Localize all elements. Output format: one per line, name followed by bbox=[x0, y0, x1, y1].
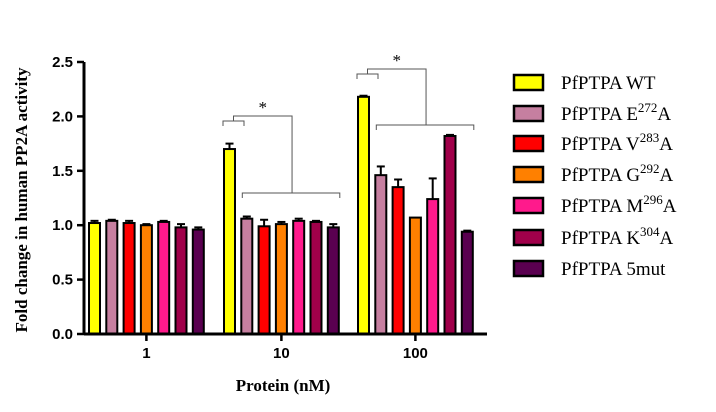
legend-label: PfPTPA M296A bbox=[561, 192, 677, 217]
legend-label: PfPTPA G292A bbox=[561, 161, 674, 186]
legend-item: PfPTPA K304A bbox=[512, 224, 674, 249]
significance-annotations: ** bbox=[222, 51, 475, 198]
significance-star: * bbox=[393, 51, 402, 70]
y-tick-label: 2.0 bbox=[52, 108, 73, 125]
legend-item: PfPTPA E272A bbox=[512, 100, 671, 125]
bar bbox=[460, 230, 474, 335]
legend-item: PfPTPA WT bbox=[512, 73, 656, 94]
legend-swatch bbox=[512, 228, 545, 247]
x-tick-label: 100 bbox=[403, 345, 428, 362]
bar bbox=[223, 148, 236, 335]
legend-swatch bbox=[512, 165, 545, 184]
legend-item: PfPTPA M296A bbox=[512, 192, 677, 217]
legend-label: PfPTPA WT bbox=[561, 73, 656, 94]
legend-item: PfPTPA V283A bbox=[512, 130, 673, 155]
bar bbox=[326, 226, 340, 336]
x-axis-label: Protein (nM) bbox=[236, 376, 331, 395]
bar bbox=[240, 217, 254, 335]
x-tick-label: 1 bbox=[142, 345, 150, 362]
bar bbox=[157, 220, 171, 336]
y-tick-label: 0.0 bbox=[52, 326, 73, 343]
bar bbox=[139, 224, 153, 335]
y-tick-label: 2.5 bbox=[52, 54, 73, 71]
bar bbox=[191, 228, 205, 335]
bar bbox=[88, 222, 101, 335]
legend-swatch bbox=[512, 134, 545, 153]
x-tick-label: 10 bbox=[273, 345, 290, 362]
significance-star: * bbox=[259, 98, 268, 117]
legend-label: PfPTPA E272A bbox=[561, 100, 671, 125]
x-axis: 1 10 100 bbox=[84, 332, 487, 362]
comparison-bracket bbox=[233, 115, 293, 193]
legend-item: PfPTPA G292A bbox=[512, 161, 674, 186]
legend-swatch bbox=[512, 259, 545, 278]
y-tick-label: 1.5 bbox=[52, 163, 73, 180]
bar bbox=[408, 216, 422, 335]
bar bbox=[391, 186, 405, 335]
bar bbox=[374, 174, 388, 335]
legend-label: PfPTPA K304A bbox=[561, 224, 674, 249]
bar bbox=[105, 219, 119, 336]
bars bbox=[88, 94, 474, 336]
bar bbox=[426, 198, 440, 335]
y-axis-label: Fold change in human PP2A activity bbox=[12, 67, 31, 332]
y-tick-label: 0.5 bbox=[52, 272, 73, 289]
bar bbox=[443, 134, 457, 335]
legend-item: PfPTPA 5mut bbox=[512, 259, 666, 280]
legend: PfPTPA WT PfPTPA E272A PfPTPA V283A PfPTPA … bbox=[512, 73, 677, 280]
bar bbox=[257, 225, 271, 335]
y-tick-label: 1.0 bbox=[52, 217, 73, 234]
bar bbox=[274, 223, 288, 335]
wt-bracket bbox=[356, 73, 379, 79]
bar bbox=[292, 219, 306, 336]
y-axis: 0.0 0.5 1.0 1.5 2.0 2.5 bbox=[52, 54, 86, 343]
mutant-bracket bbox=[241, 192, 341, 198]
legend-swatch bbox=[512, 196, 545, 215]
bar bbox=[309, 220, 323, 336]
mutant-bracket bbox=[375, 124, 475, 130]
legend-label: PfPTPA 5mut bbox=[561, 259, 666, 280]
comparison-bracket bbox=[367, 68, 427, 125]
legend-swatch bbox=[512, 73, 545, 92]
bar bbox=[357, 95, 370, 336]
bar bbox=[122, 222, 136, 335]
wt-bracket bbox=[222, 120, 245, 126]
legend-swatch bbox=[512, 104, 545, 123]
legend-label: PfPTPA V283A bbox=[561, 130, 673, 155]
bar bbox=[174, 226, 188, 336]
